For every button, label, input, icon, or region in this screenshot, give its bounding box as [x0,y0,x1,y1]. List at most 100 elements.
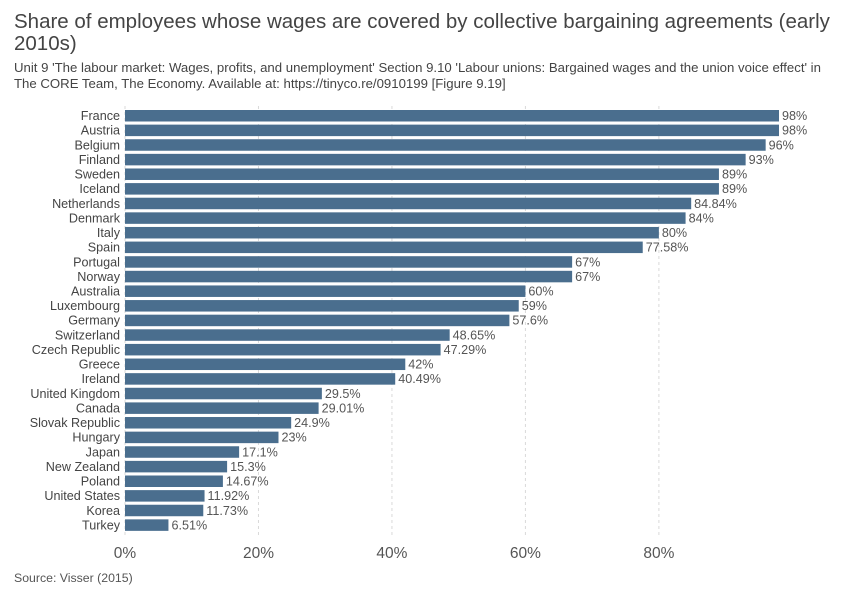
bars [125,110,779,531]
value-label: 48.65% [453,328,496,342]
x-tick-label: 80% [643,545,674,562]
category-label: Sweden [74,168,120,182]
value-label: 11.73% [206,504,248,518]
bar [125,504,204,517]
x-axis-ticks: 0% 20% 40% 60% 80% [114,545,675,562]
category-label: Austria [81,124,120,138]
value-label: 80% [662,226,687,240]
bar [125,168,719,180]
category-labels: FranceAustriaBelgiumFinlandSwedenIceland… [30,109,121,532]
bar [125,270,573,283]
value-label: 29.01% [322,401,365,415]
bar [125,387,322,400]
bar [125,460,228,473]
value-label: 47.29% [444,343,487,357]
category-label: United Kingdom [30,387,120,401]
value-labels: 98%98%96%93%89%89%84.84%84%80%77.58%67%6… [171,109,807,532]
bar [125,139,766,151]
x-tick-label: 60% [510,545,541,562]
value-label: 24.9% [294,416,330,430]
value-label: 84.84% [694,197,737,211]
value-label: 59% [522,299,547,313]
bar [125,285,526,297]
value-label: 98% [782,109,807,123]
bar [125,519,169,531]
category-label: Japan [86,445,120,459]
category-label: Czech Republic [32,343,120,357]
value-label: 42% [408,358,433,372]
bar [125,300,519,312]
value-label: 15.3% [230,460,266,474]
bar [125,153,746,166]
chart-subtitle: Unit 9 'The labour market: Wages, profit… [14,60,821,91]
value-label: 17.1% [242,445,278,459]
value-label: 67% [575,270,600,284]
category-label: Spain [88,241,120,255]
bar [125,124,779,137]
category-label: Italy [97,226,121,240]
bar [125,417,292,429]
bar [125,431,279,444]
bar [125,373,396,385]
value-label: 96% [769,138,794,152]
category-label: Belgium [75,138,121,152]
source-note: Source: Visser (2015) [14,571,133,585]
x-tick-label: 20% [243,545,274,562]
value-label: 77.58% [646,241,689,255]
category-label: Poland [81,475,120,489]
value-label: 89% [722,168,747,182]
category-label: Greece [79,358,120,372]
value-label: 6.51% [171,518,207,532]
bar [125,241,643,254]
value-label: 98% [782,124,807,138]
category-label: Canada [76,401,120,415]
x-tick-label: 40% [376,545,407,562]
bar [125,446,240,458]
bar [125,358,406,371]
chart-title: Share of employees whose wages are cover… [14,10,830,55]
bar [125,490,205,502]
value-label: 11.92% [208,489,250,503]
category-label: Denmark [69,211,121,225]
category-label: New Zealand [46,460,120,474]
value-label: 89% [722,182,747,196]
value-label: 67% [575,255,600,269]
value-label: 29.5% [325,387,361,401]
value-label: 84% [689,211,714,225]
category-label: Norway [77,270,120,284]
bar [125,329,450,341]
category-label: Finland [79,153,120,167]
value-label: 60% [528,284,553,298]
value-label: 23% [281,431,306,445]
category-label: Portugal [73,255,120,269]
bar [125,183,719,195]
bar [125,212,686,224]
value-label: 93% [749,153,774,167]
x-tick-label: 0% [114,545,137,562]
category-label: Slovak Republic [30,416,120,430]
bar [125,475,223,487]
bar [125,314,510,327]
bar [125,256,573,268]
bar [125,402,319,414]
bar [125,197,692,210]
value-label: 14.67% [226,475,269,489]
category-label: France [81,109,120,123]
category-label: Hungary [72,431,120,445]
category-label: United States [44,489,120,503]
value-label: 40.49% [398,372,441,386]
category-label: Luxembourg [50,299,120,313]
category-label: Netherlands [52,197,120,211]
bar [125,343,441,356]
value-label: 57.6% [512,314,548,328]
category-label: Germany [68,314,120,328]
category-label: Turkey [82,518,121,532]
category-label: Iceland [79,182,120,196]
category-label: Korea [86,504,120,518]
bar [125,110,779,122]
category-label: Ireland [81,372,120,386]
bar [125,226,659,239]
category-label: Switzerland [55,328,120,342]
category-label: Australia [71,284,120,298]
